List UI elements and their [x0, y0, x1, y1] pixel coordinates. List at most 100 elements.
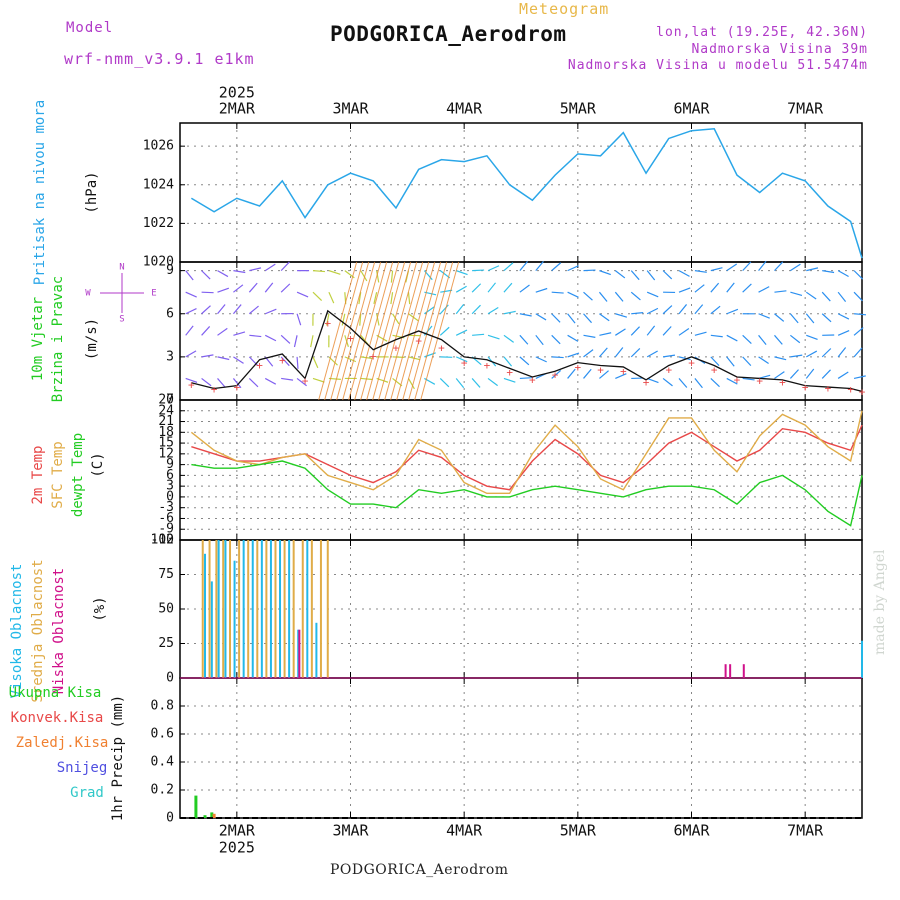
wind-arrow-mark [201, 270, 211, 280]
wind-arrow-mark [774, 290, 787, 293]
wind-arrow-mark [694, 270, 707, 273]
wind-arrow-mark [837, 270, 849, 278]
wind-arrow-mark [630, 270, 640, 281]
wind-arrow-mark [742, 261, 752, 272]
wind-arrow-mark [344, 356, 357, 363]
precip-axis-title: 1hr Precip (mm) [110, 695, 126, 821]
wind-arrow-mark [455, 303, 465, 315]
wind-speed-marker: + [393, 342, 400, 355]
wind-arrow-mark [233, 284, 244, 293]
high-cloud-bar [260, 540, 263, 678]
wind-gust-hatch [324, 261, 364, 401]
wind-speed-marker: + [370, 350, 377, 363]
wind-arrow-mark [358, 292, 362, 305]
mid-cloud-axis-title: Srednja Oblacnost [30, 559, 46, 702]
wind-arrow-mark [630, 291, 641, 301]
mid-cloud-bar [247, 540, 250, 678]
wind-arrow-mark [789, 313, 799, 324]
temp-2m-axis-title: 2m Temp [30, 445, 46, 504]
panel-frame-precipitation [179, 677, 863, 819]
wind-arrow-mark [710, 282, 720, 293]
wind-speed-marker: + [324, 317, 331, 330]
pressure-series-line [190, 128, 863, 259]
mid-cloud-bar [265, 540, 268, 678]
wind-arrow-mark [535, 356, 547, 363]
precip-legend-entry: Zaledj.Kisa [16, 735, 109, 751]
wind-arrow-mark [217, 327, 228, 336]
wind-arrow-mark [614, 270, 626, 279]
wind-arrow-mark [821, 313, 832, 323]
wind-arrow-mark [631, 311, 644, 315]
wind-arrow-mark [264, 263, 276, 272]
precip-legend-entry: Konvek.Kisa [11, 710, 104, 726]
precip-legend-entry: Ukupna Kisa [9, 685, 102, 701]
y-tick-label: 0.6 [151, 727, 174, 742]
wind-axis-title-1: 10m Vjetar [30, 297, 46, 381]
high-cloud-bar [251, 540, 254, 678]
wind-arrow-mark [742, 377, 755, 381]
mid-cloud-bar [215, 540, 218, 678]
mid-cloud-bar [256, 540, 259, 678]
wind-arrow-mark [805, 368, 815, 379]
wind-arrow-mark [758, 334, 767, 346]
coordinates-label: lon,lat (19.25E, 42.36N) [656, 25, 868, 40]
wind-speed-marker: + [506, 366, 513, 379]
high-cloud-bar [217, 540, 220, 678]
wind-arrow-mark [646, 350, 658, 358]
mid-cloud-bar [274, 540, 277, 678]
y-tick-label: 0 [166, 811, 174, 826]
mid-cloud-bar [310, 540, 313, 678]
wind-arrow-mark [341, 313, 346, 326]
wind-arrow-mark [551, 370, 562, 379]
wind-arrow-mark [615, 313, 628, 318]
wind-arrow-mark [217, 356, 230, 361]
wind-gust-hatch [330, 261, 370, 401]
wind-arrow-mark [201, 305, 211, 315]
wind-speed-marker: + [256, 359, 263, 372]
wind-arrow-mark [615, 328, 626, 336]
wind-arrow-mark [296, 356, 299, 369]
wind-arrow-mark [248, 282, 258, 293]
wind-arrow-mark [678, 287, 691, 293]
wind-speed-marker: + [188, 378, 195, 391]
wind-arrow-mark [774, 261, 784, 272]
wind-arrow-mark [185, 325, 194, 336]
dewpoint-line [191, 460, 863, 527]
wind-arrow-mark [185, 308, 197, 315]
high-cloud-bar [279, 540, 282, 678]
wind-speed-marker: + [234, 381, 241, 394]
meteogram-label: Meteogram [519, 0, 610, 18]
wind-arrow-mark [248, 378, 259, 388]
wind-arrow-mark [264, 334, 277, 342]
wind-arrow-mark [758, 313, 770, 319]
mid-cloud-bar [208, 540, 211, 678]
wind-arrow-mark [217, 304, 226, 315]
y-tick-label: 15 [158, 436, 174, 451]
wind-arrow-mark [455, 378, 465, 389]
wind-arrow-mark [312, 356, 319, 369]
wind-arrow-mark [201, 326, 211, 336]
wind-arrow-mark [519, 313, 532, 317]
wind-arrow-mark [567, 291, 579, 298]
y-tick-label: 3 [166, 479, 174, 494]
wind-speed-marker: + [665, 364, 672, 377]
compass-north-label: N [119, 263, 124, 273]
wind-arrow-mark [472, 333, 485, 336]
wind-arrow-mark [630, 326, 641, 336]
wind-arrow-mark [551, 356, 564, 359]
mid-cloud-bar [283, 540, 286, 678]
wind-arrow-mark [487, 265, 500, 272]
wind-gust-hatch [402, 261, 442, 401]
bottom-day-label: 2MAR [219, 822, 256, 840]
wind-arrow-mark [439, 304, 449, 315]
wind-arrow-mark [185, 377, 198, 383]
y-tick-label: 21 [158, 414, 174, 429]
wind-arrow-mark [662, 305, 673, 315]
y-tick-label: 25 [158, 636, 174, 651]
wind-arrow-mark [519, 284, 530, 293]
wind-arrow-mark [774, 371, 785, 379]
wind-unit-label: (m/s) [84, 318, 100, 360]
wind-speed-marker: + [825, 382, 832, 395]
wind-arrow-mark [264, 377, 277, 385]
wind-arrow-mark [646, 270, 656, 281]
